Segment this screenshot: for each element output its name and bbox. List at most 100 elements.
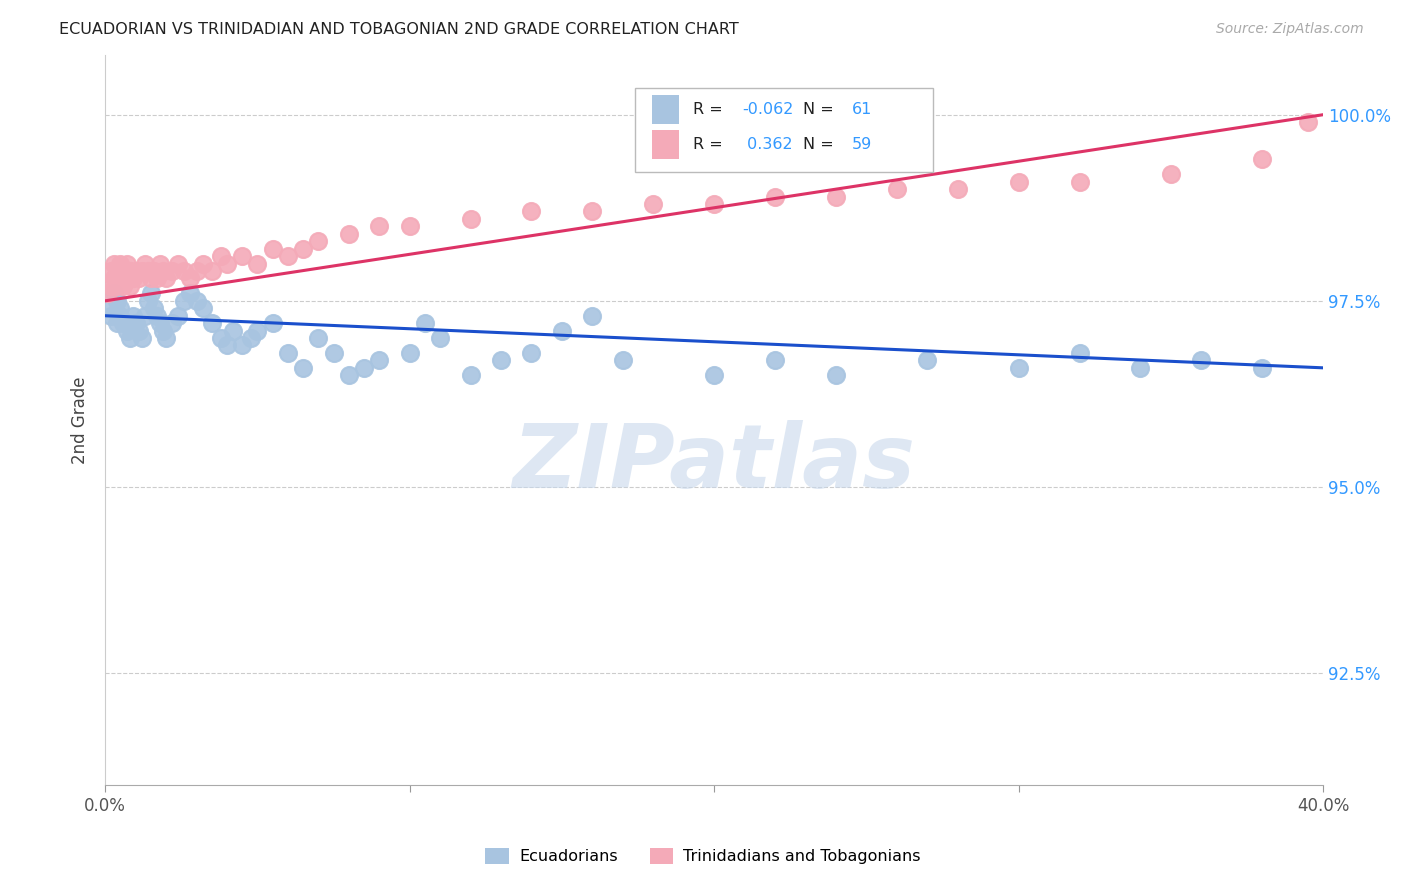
Point [763,189,786,203]
Point [115,271,138,285]
Point [612,353,634,368]
FancyBboxPatch shape [636,88,934,172]
Point [124,316,146,330]
Text: 61: 61 [852,103,872,118]
Point [201,264,224,278]
Point [160,264,183,278]
Text: R =: R = [693,137,728,153]
Point [118,279,141,293]
Point [246,324,269,338]
Point [105,316,128,330]
Point [886,182,908,196]
Point [337,227,360,241]
Point [353,360,375,375]
Point [398,346,420,360]
Text: ZIPatlas: ZIPatlas [513,420,915,508]
Point [134,309,156,323]
Point [121,309,143,323]
Point [155,331,177,345]
Point [131,331,153,345]
Point [551,324,574,338]
Point [149,316,172,330]
Point [1189,353,1212,368]
Point [1251,360,1274,375]
Point [118,264,141,278]
Point [322,346,344,360]
Point [277,249,299,263]
Point [173,293,195,308]
Point [100,309,122,323]
Point [142,264,165,278]
Point [429,331,451,345]
Point [152,264,174,278]
Point [368,219,391,234]
Point [1160,167,1182,181]
Point [97,286,120,301]
Point [97,301,120,316]
Point [946,182,969,196]
Point [215,257,238,271]
Point [110,257,132,271]
Point [179,286,201,301]
Point [460,368,482,383]
Point [167,257,190,271]
FancyBboxPatch shape [652,95,679,125]
Point [292,360,315,375]
Point [139,271,162,285]
Point [179,271,201,285]
Point [825,368,848,383]
Point [1069,346,1091,360]
Point [398,219,420,234]
Text: ECUADORIAN VS TRINIDADIAN AND TOBAGONIAN 2ND GRADE CORRELATION CHART: ECUADORIAN VS TRINIDADIAN AND TOBAGONIAN… [59,22,738,37]
Point [581,309,603,323]
Point [115,324,138,338]
Point [520,346,543,360]
Text: N =: N = [803,103,839,118]
Point [103,257,125,271]
Point [105,279,128,293]
Text: Source: ZipAtlas.com: Source: ZipAtlas.com [1216,22,1364,37]
Point [136,264,159,278]
Point [167,309,190,323]
Point [643,197,665,211]
Point [121,271,143,285]
Point [460,211,482,226]
Point [103,286,125,301]
Text: 59: 59 [852,137,872,153]
Point [100,279,122,293]
Point [222,324,245,338]
Text: N =: N = [803,137,839,153]
FancyBboxPatch shape [652,130,679,160]
Legend: Ecuadorians, Trinidadians and Tobagonians: Ecuadorians, Trinidadians and Tobagonian… [479,841,927,871]
Text: 0.362: 0.362 [742,137,793,153]
Point [307,234,329,248]
Point [825,189,848,203]
Point [110,309,132,323]
Text: -0.062: -0.062 [742,103,793,118]
Point [152,324,174,338]
Point [1008,175,1031,189]
Point [186,293,208,308]
Point [100,264,122,278]
Point [191,301,214,316]
Point [136,293,159,308]
Point [134,257,156,271]
Point [231,338,253,352]
Point [337,368,360,383]
Point [112,316,135,330]
Point [191,257,214,271]
Point [186,264,208,278]
Point [146,271,169,285]
Point [149,257,172,271]
Point [201,316,224,330]
Point [763,353,786,368]
Point [231,249,253,263]
Point [128,271,150,285]
Point [1129,360,1152,375]
Point [581,204,603,219]
Point [1069,175,1091,189]
Point [131,264,153,278]
Point [209,249,232,263]
Point [160,316,183,330]
Point [155,271,177,285]
